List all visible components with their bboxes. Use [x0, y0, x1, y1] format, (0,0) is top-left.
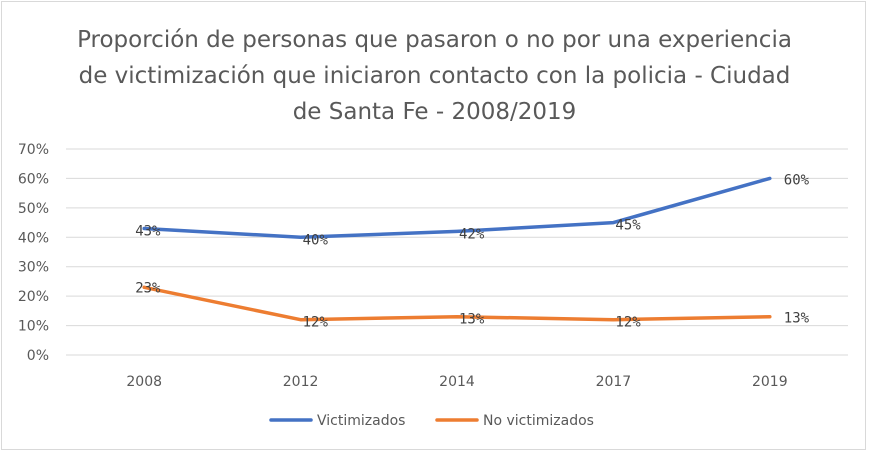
- data-label: 42%: [459, 226, 485, 242]
- legend-label: Victimizados: [317, 413, 405, 429]
- y-tick-label: 10%: [18, 319, 49, 335]
- legend-label: No victimizados: [483, 413, 594, 429]
- y-tick-label: 40%: [18, 230, 49, 246]
- x-tick-label: 2008: [126, 374, 162, 390]
- y-tick-label: 70%: [18, 142, 49, 158]
- chart-title: Proporción de personas que pasaron o no …: [77, 27, 792, 125]
- x-tick-label: 2019: [752, 374, 788, 390]
- data-label: 13%: [459, 312, 485, 328]
- y-tick-label: 20%: [18, 289, 49, 305]
- y-tick-label: 60%: [18, 171, 49, 187]
- data-label: 23%: [135, 280, 161, 296]
- data-label: 40%: [303, 232, 329, 248]
- data-label: 12%: [303, 315, 329, 331]
- y-tick-label: 30%: [18, 260, 49, 276]
- data-label: 13%: [784, 311, 810, 327]
- data-label: 60%: [784, 172, 810, 188]
- x-tick-label: 2012: [283, 374, 319, 390]
- data-label: 43%: [135, 223, 161, 239]
- series-line-2: [142, 285, 772, 322]
- x-tick-label: 2017: [596, 374, 632, 390]
- x-tick-label: 2014: [439, 374, 475, 390]
- series-line-1: [142, 176, 772, 240]
- y-tick-label: 50%: [18, 201, 49, 217]
- data-label: 12%: [615, 315, 641, 331]
- y-tick-label: 0%: [27, 348, 49, 364]
- data-label: 45%: [615, 218, 641, 234]
